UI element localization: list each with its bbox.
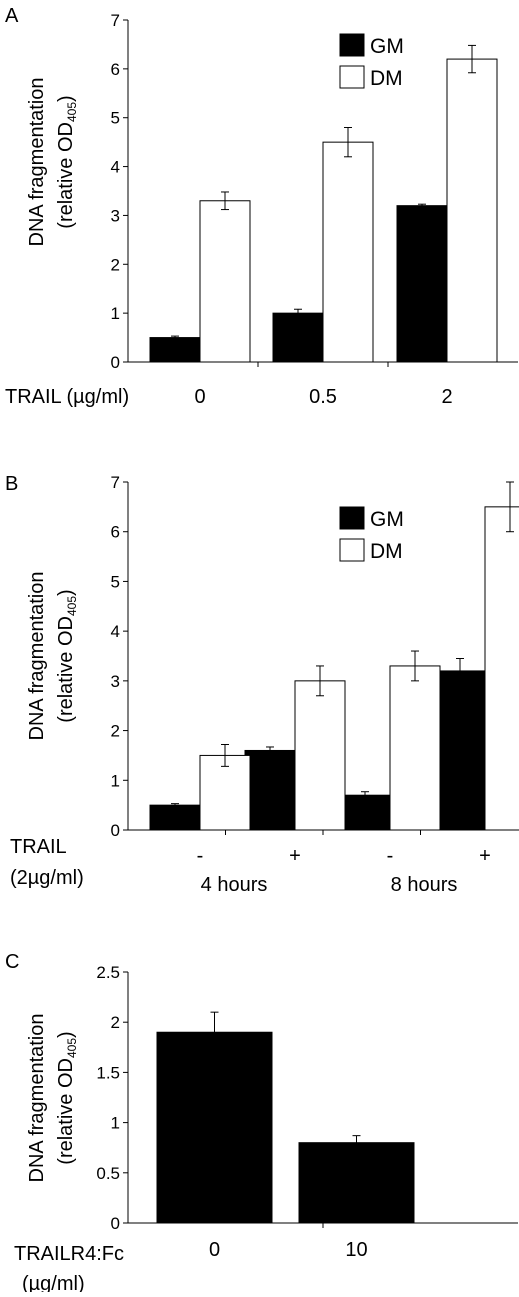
legend-swatch <box>339 538 365 562</box>
x-axis-title-c-line1: TRAILR4:Fc <box>14 1243 124 1265</box>
y-tick-label: 3 <box>111 672 120 691</box>
bar <box>149 804 201 831</box>
category-label: 2 <box>441 386 452 408</box>
y-tick-label: 0 <box>111 821 120 840</box>
legend-label: DM <box>370 540 403 563</box>
y-tick-label: 5 <box>111 109 120 128</box>
bar <box>389 665 441 831</box>
y-tick-label: 2 <box>111 255 120 274</box>
y-tick-label: 1.5 <box>96 1063 120 1082</box>
y-tick-label: 5 <box>111 572 120 591</box>
y-tick-label: 6 <box>111 523 120 542</box>
y-tick-label: 2 <box>111 722 120 741</box>
group-label: 4 hours <box>201 874 268 896</box>
bar <box>446 58 498 363</box>
legend-label: GM <box>370 35 404 58</box>
y-axis-label-c-line2: (relative OD405) <box>55 1031 79 1164</box>
panel-a: A DNA fragmentation (relative OD405) TRA… <box>5 5 518 408</box>
bar <box>244 749 296 831</box>
bar <box>294 680 346 831</box>
y-tick-label: 7 <box>111 473 120 492</box>
category-label: + <box>289 845 301 867</box>
y-tick-label: 1 <box>111 1114 120 1133</box>
y-axis-label-a-line2: (relative OD405) <box>55 95 79 228</box>
category-label: - <box>387 845 394 867</box>
category-label: 0 <box>209 1239 220 1261</box>
bar <box>434 670 486 831</box>
x-axis-title-a: TRAIL (µg/ml) <box>5 386 129 408</box>
bar <box>322 141 374 363</box>
bar <box>298 1142 415 1224</box>
y-axis-label-a: DNA fragmentation <box>26 78 48 247</box>
y-axis-label-c: DNA fragmentation <box>26 1014 48 1183</box>
category-label: - <box>197 845 204 867</box>
legend-label: GM <box>370 508 404 531</box>
legend-swatch <box>339 33 365 57</box>
y-tick-label: 7 <box>111 11 120 30</box>
y-tick-label: 0 <box>111 353 120 372</box>
plot-area-b: 0 1 2 3 4 5 6 7 - + - +4 hours 8 hours GM DM <box>111 473 519 896</box>
bar <box>199 200 251 363</box>
y-tick-label: 4 <box>111 622 120 641</box>
bar <box>156 1031 273 1224</box>
y-axis-label-b: DNA fragmentation <box>26 572 48 741</box>
x-axis-title-b-line2: (2µg/ml) <box>10 867 84 889</box>
group-label: 8 hours <box>391 874 458 896</box>
panel-letter-a: A <box>5 5 19 27</box>
plot-area-c: 0 0.5 1 1.5 2 2.5 0 10 <box>96 963 518 1261</box>
bar <box>339 794 391 831</box>
panel-letter-b: B <box>5 473 18 495</box>
plot-area-a: 0 1 2 3 4 5 6 7 0 0.5 2 GM DM <box>111 11 518 408</box>
category-label: + <box>479 845 491 867</box>
y-tick-label: 1 <box>111 304 120 323</box>
x-axis-title-b-line1: TRAIL <box>10 836 67 858</box>
bar <box>272 312 324 363</box>
bar <box>396 205 448 363</box>
y-tick-label: 0.5 <box>96 1164 120 1183</box>
panel-c: C DNA fragmentation (relative OD405) TRA… <box>5 951 518 1295</box>
y-tick-label: 3 <box>111 206 120 225</box>
y-tick-label: 2 <box>111 1013 120 1032</box>
panel-letter-c: C <box>5 951 19 973</box>
y-tick-label: 0 <box>111 1214 120 1233</box>
y-tick-label: 4 <box>111 158 120 177</box>
panel-b: B DNA fragmentation (relative OD405) TRA… <box>5 473 519 896</box>
y-tick-label: 1 <box>111 771 120 790</box>
category-label: 0.5 <box>309 386 337 408</box>
bar <box>484 506 519 831</box>
category-label: 10 <box>345 1239 367 1261</box>
legend-swatch <box>339 506 365 530</box>
category-label: 0 <box>194 386 205 408</box>
legend-label: DM <box>370 67 403 90</box>
y-tick-label: 2.5 <box>96 963 120 982</box>
x-axis-title-c-line2: (µg/ml) <box>22 1273 85 1292</box>
legend-swatch <box>339 65 365 89</box>
bar <box>149 337 201 363</box>
y-axis-label-b-line2: (relative OD405) <box>55 589 79 722</box>
y-tick-label: 6 <box>111 60 120 79</box>
